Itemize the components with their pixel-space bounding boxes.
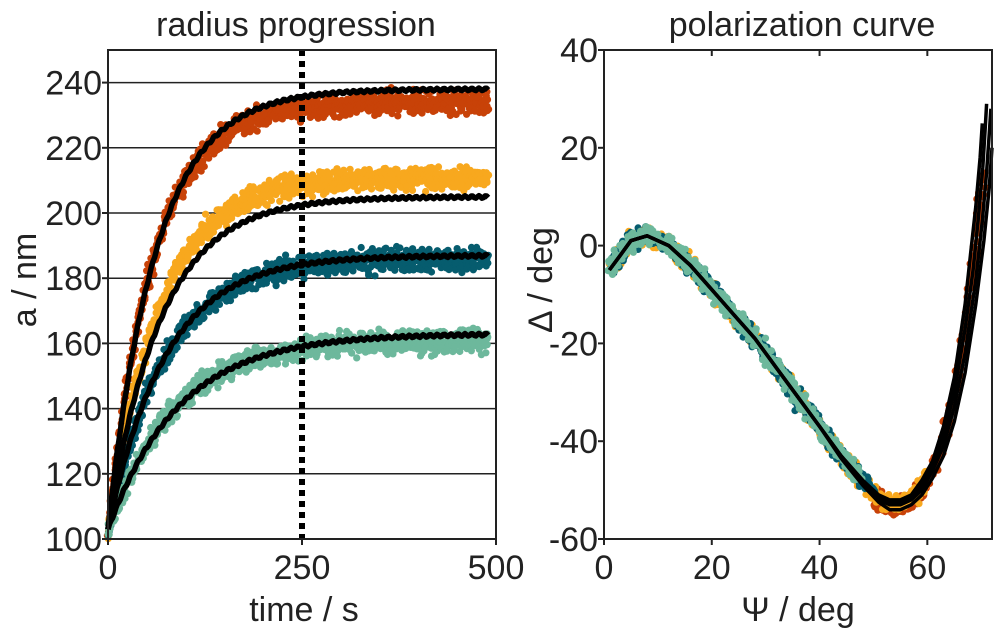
left-y-ticks: 100 120 140 160 180 200 220 240 — [45, 65, 108, 559]
data-point — [484, 259, 492, 267]
left-xtick-label-250: 250 — [274, 549, 331, 587]
data-point — [485, 105, 493, 113]
left-xtick-label-500: 500 — [468, 549, 525, 587]
data-point — [226, 297, 235, 305]
left-title: radius progression — [156, 6, 436, 44]
data-point — [335, 326, 344, 335]
left-ytick-label-180: 180 — [45, 260, 102, 298]
data-point — [231, 291, 239, 299]
left-ytick-label-220: 220 — [45, 130, 102, 168]
data-point — [485, 171, 493, 179]
data-point — [353, 354, 361, 362]
data-point — [427, 268, 436, 276]
data-point — [188, 399, 196, 407]
data-point — [273, 360, 282, 368]
left-ytick-label-200: 200 — [45, 195, 102, 233]
data-point — [418, 109, 426, 117]
data-point — [227, 376, 236, 384]
data-point — [365, 271, 373, 279]
data-point — [205, 154, 213, 162]
data-point — [408, 186, 417, 194]
data-point — [371, 272, 379, 280]
data-point — [191, 173, 199, 181]
left-x-axis-label: time / s — [249, 591, 359, 629]
data-point — [422, 187, 430, 196]
data-point — [346, 165, 354, 173]
data-point — [387, 246, 395, 254]
data-point — [425, 245, 433, 253]
left-ytick-label-240: 240 — [45, 65, 102, 103]
left-x-ticks: 0 250 500 — [99, 539, 525, 587]
left-ytick-label-140: 140 — [45, 391, 102, 429]
data-point — [357, 243, 365, 252]
data-point — [276, 197, 284, 205]
data-point — [212, 306, 220, 314]
data-point — [253, 127, 261, 135]
data-point — [202, 210, 210, 218]
data-point — [396, 244, 404, 252]
data-point — [434, 163, 443, 171]
left-ytick-label-160: 160 — [45, 325, 102, 363]
data-point — [218, 135, 226, 143]
data-point — [394, 112, 402, 120]
data-point — [483, 341, 491, 349]
data-point — [215, 300, 224, 308]
data-point — [179, 188, 187, 196]
data-point — [391, 266, 399, 274]
data-point — [368, 245, 376, 253]
data-point — [173, 343, 181, 351]
series-points-teal — [104, 242, 492, 540]
data-point — [390, 186, 398, 194]
data-point — [409, 245, 417, 253]
data-point — [267, 196, 276, 205]
data-point — [382, 244, 390, 252]
data-point — [483, 96, 492, 104]
data-point — [183, 331, 191, 339]
data-point — [482, 349, 490, 357]
data-point — [200, 314, 208, 322]
left-y-axis-label: a / nm — [6, 233, 44, 327]
data-point — [200, 162, 208, 171]
left-ytick-label-120: 120 — [45, 456, 102, 494]
left-xtick-label-0: 0 — [99, 549, 118, 587]
data-point — [308, 193, 317, 201]
data-point — [333, 352, 341, 360]
data-point — [367, 185, 376, 193]
right-title: polarization curve — [669, 6, 935, 44]
data-point — [161, 365, 169, 373]
data-point — [263, 201, 271, 209]
data-point — [483, 177, 491, 186]
radius-progression-panel: radius progression 100 120 140 160 180 200 220… — [6, 6, 524, 629]
left-ytick-label-100: 100 — [45, 521, 102, 559]
data-point — [341, 250, 349, 258]
data-point — [214, 384, 222, 392]
left-fit-lines — [105, 85, 491, 530]
data-point — [282, 251, 290, 259]
data-point — [197, 238, 205, 247]
